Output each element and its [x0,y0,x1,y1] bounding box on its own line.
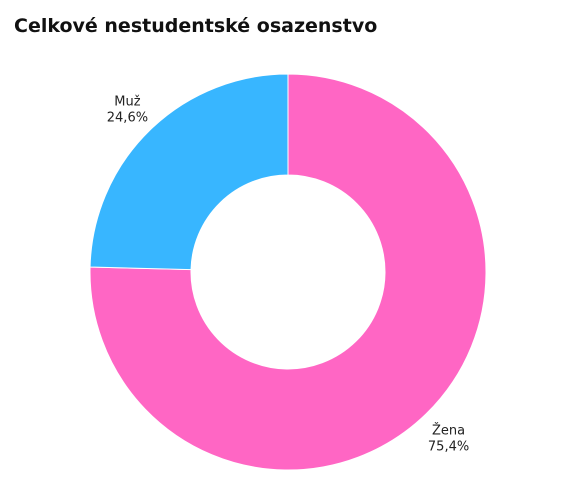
donut-slice [89,73,289,271]
chart-title: Celkové nestudentské osazenstvo [14,15,377,37]
donut-slice [89,73,487,471]
slice-value-label: 75,4% [428,440,469,455]
slice-label: Muž [114,94,140,109]
slice-value-label: 24,6% [107,110,148,125]
slice-label: Žena [432,423,465,439]
